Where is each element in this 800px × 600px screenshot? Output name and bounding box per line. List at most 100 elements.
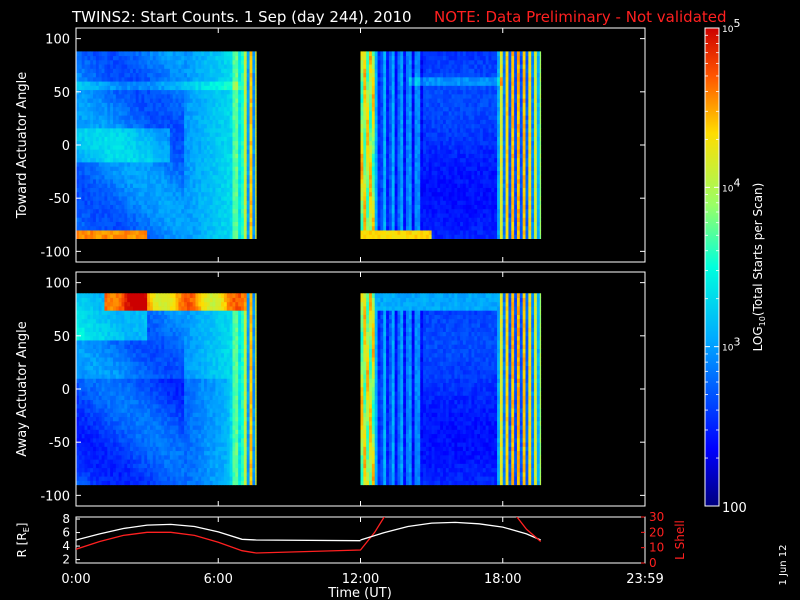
heatmap-cell xyxy=(209,234,213,239)
heatmap-cell xyxy=(212,191,216,197)
heatmap-cell xyxy=(138,93,142,99)
heatmap-cell xyxy=(243,221,248,227)
heatmap-cell xyxy=(462,196,467,201)
heatmap-cell xyxy=(192,127,196,133)
heatmap-cell xyxy=(206,81,211,86)
heatmap-cell xyxy=(434,119,438,125)
heatmap-cell xyxy=(369,89,373,95)
heatmap-cell xyxy=(118,170,122,176)
heatmap-cell xyxy=(417,157,421,163)
heatmap-cell xyxy=(249,81,253,86)
heatmap-cell xyxy=(488,51,492,57)
heatmap-cell xyxy=(127,208,131,214)
heatmap-cell xyxy=(457,110,461,116)
heatmap-cell xyxy=(178,123,182,129)
heatmap-cell xyxy=(468,149,472,154)
heatmap-cell xyxy=(471,166,475,171)
heatmap-cell xyxy=(130,51,134,57)
heatmap-cell xyxy=(164,85,168,91)
heatmap-cell xyxy=(394,157,398,163)
heatmap-cell xyxy=(158,106,162,112)
heatmap-cell xyxy=(366,140,370,146)
heatmap-cell xyxy=(201,115,205,120)
heatmap-cell xyxy=(209,157,213,163)
heatmap-cell xyxy=(169,213,174,218)
heatmap-cell xyxy=(388,221,393,227)
heatmap-cell xyxy=(181,153,185,159)
heatmap-cell xyxy=(181,123,185,129)
heatmap-cell xyxy=(186,145,191,150)
heatmap-cell xyxy=(386,208,390,214)
heatmap-cell xyxy=(229,225,233,231)
heatmap-cell xyxy=(121,85,125,91)
heatmap-cell xyxy=(149,225,154,231)
heatmap-cell xyxy=(391,166,396,171)
heatmap-cell xyxy=(93,204,97,210)
heatmap-cell xyxy=(465,51,469,57)
heatmap-cell xyxy=(81,85,85,91)
heatmap-cell xyxy=(249,149,253,154)
heatmap-cell xyxy=(186,106,191,112)
heatmap-cell xyxy=(408,140,413,146)
heatmap-cell xyxy=(380,81,384,86)
heatmap-cell xyxy=(457,89,461,95)
heatmap-cell xyxy=(144,127,148,133)
heatmap-cell xyxy=(434,153,438,159)
heatmap-cell xyxy=(417,115,421,120)
heatmap-cell xyxy=(138,140,142,146)
heatmap-cell xyxy=(434,179,438,184)
heatmap-cell xyxy=(460,64,464,69)
heatmap-cell xyxy=(479,72,484,78)
heatmap-cell xyxy=(406,89,410,95)
heatmap-cell xyxy=(403,162,407,167)
heatmap-cell xyxy=(161,213,165,218)
heatmap-cell xyxy=(371,234,376,239)
heatmap-cell xyxy=(201,191,205,197)
heatmap-cell xyxy=(84,191,88,197)
heatmap-cell xyxy=(391,55,396,61)
heatmap-cell xyxy=(172,200,176,205)
heatmap-cell xyxy=(363,149,367,154)
heatmap-cell xyxy=(121,110,125,116)
heatmap-cell xyxy=(363,59,367,65)
heatmap-cell xyxy=(161,93,165,99)
heatmap-cell xyxy=(147,127,151,133)
heatmap-cell xyxy=(107,204,111,210)
heatmap-cell xyxy=(181,187,185,193)
heatmap-cell xyxy=(164,179,168,184)
heatmap-cell xyxy=(76,170,80,176)
heatmap-cell xyxy=(494,81,498,86)
heatmap-cell xyxy=(482,89,487,95)
heatmap-cell xyxy=(363,132,367,137)
heatmap-cell xyxy=(425,170,430,176)
heatmap-cell xyxy=(437,170,441,176)
heatmap-cell xyxy=(158,230,162,235)
heatmap-cell xyxy=(485,110,489,116)
heatmap-cell xyxy=(477,89,481,95)
heatmap-cell xyxy=(226,68,231,74)
heatmap-cell xyxy=(181,89,185,95)
heatmap-cell xyxy=(101,200,105,205)
heatmap-cell xyxy=(209,162,213,167)
heatmap-cell xyxy=(366,85,370,91)
heatmap-cell xyxy=(386,204,390,210)
heatmap-cell xyxy=(124,64,128,69)
heatmap-cell xyxy=(420,162,424,167)
heatmap-cell xyxy=(93,85,97,91)
heatmap-cell xyxy=(175,123,179,129)
heatmap-cell xyxy=(394,64,398,69)
heatmap-cell xyxy=(107,225,111,231)
heatmap-cell xyxy=(161,145,165,150)
heatmap-cell xyxy=(229,230,233,235)
heatmap-cell xyxy=(195,140,199,146)
heatmap-cell xyxy=(78,140,83,146)
heatmap-cell xyxy=(127,221,131,227)
heatmap-cell xyxy=(369,59,373,65)
heatmap-cell xyxy=(149,208,154,214)
heatmap-cell xyxy=(477,51,481,57)
heatmap-cell xyxy=(175,76,179,82)
heatmap-cell xyxy=(107,89,111,95)
heatmap-cell xyxy=(485,157,489,163)
heatmap-cell xyxy=(494,110,498,116)
heatmap-cell xyxy=(363,196,367,201)
